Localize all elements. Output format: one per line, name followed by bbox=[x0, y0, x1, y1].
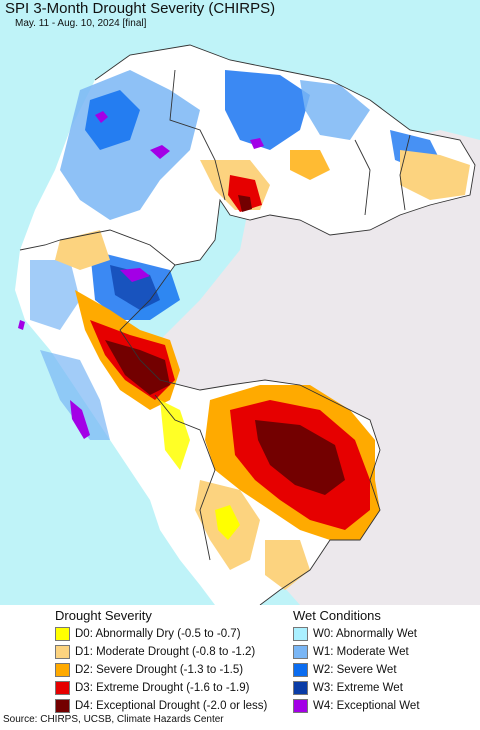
d0-swatch bbox=[55, 627, 70, 641]
w3-swatch bbox=[293, 681, 308, 695]
legend-item-d1: D1: Moderate Drought (-0.8 to -1.2) bbox=[55, 645, 255, 659]
page-title: SPI 3-Month Drought Severity (CHIRPS) bbox=[5, 0, 276, 17]
drought-legend-title: Drought Severity bbox=[55, 608, 152, 623]
date-range-subtitle: May. 11 - Aug. 10, 2024 [final] bbox=[15, 18, 147, 29]
legend-item-w1: W1: Moderate Wet bbox=[293, 645, 409, 659]
legend-item-w0: W0: Abnormally Wet bbox=[293, 627, 417, 641]
w2-swatch bbox=[293, 663, 308, 677]
legend-item-w3: W3: Extreme Wet bbox=[293, 681, 403, 695]
d2-swatch bbox=[55, 663, 70, 677]
w1-swatch bbox=[293, 645, 308, 659]
d3-swatch bbox=[55, 681, 70, 695]
wet-legend-title: Wet Conditions bbox=[293, 608, 381, 623]
w0-swatch bbox=[293, 627, 308, 641]
legend-item-d2: D2: Severe Drought (-1.3 to -1.5) bbox=[55, 663, 243, 677]
d1-swatch bbox=[55, 645, 70, 659]
legend-item-d4: D4: Exceptional Drought (-2.0 or less) bbox=[55, 699, 267, 713]
legend-item-d0: D0: Abnormally Dry (-0.5 to -0.7) bbox=[55, 627, 241, 641]
w4-swatch bbox=[293, 699, 308, 713]
legend-item-d3: D3: Extreme Drought (-1.6 to -1.9) bbox=[55, 681, 249, 695]
legend: Drought Severity Wet Conditions D0: Abno… bbox=[0, 605, 480, 715]
legend-item-w2: W2: Severe Wet bbox=[293, 663, 397, 677]
source-credit: Source: CHIRPS, UCSB, Climate Hazards Ce… bbox=[3, 714, 224, 725]
legend-item-w4: W4: Exceptional Wet bbox=[293, 699, 420, 713]
d4-swatch bbox=[55, 699, 70, 713]
drought-map bbox=[0, 0, 480, 605]
